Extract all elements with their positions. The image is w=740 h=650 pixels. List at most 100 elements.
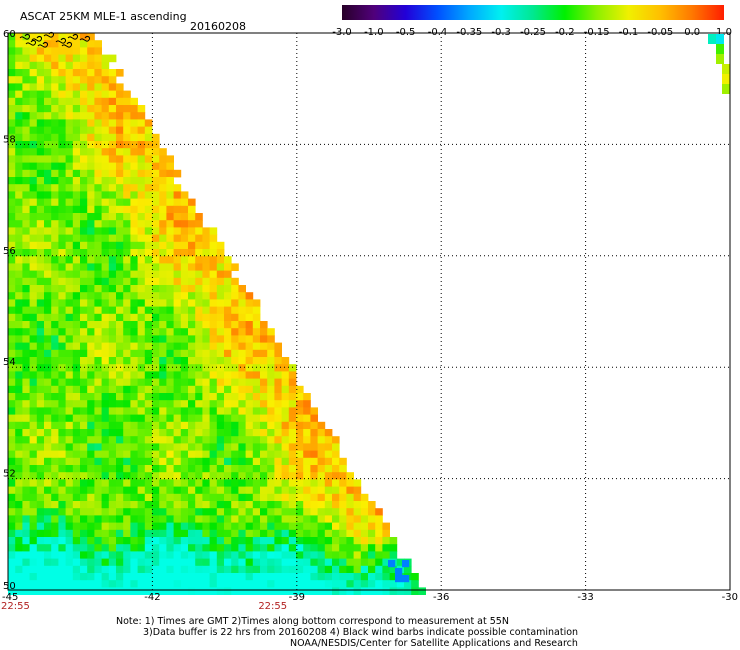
swath-cell xyxy=(58,256,66,264)
swath-cell xyxy=(130,421,138,430)
swath-cell xyxy=(8,227,16,235)
swath-cell xyxy=(15,155,23,163)
swath-cell xyxy=(72,493,81,502)
swath-cell xyxy=(58,357,66,365)
swath-cell xyxy=(310,414,318,423)
swath-cell xyxy=(123,472,131,480)
swath-cell xyxy=(22,321,30,329)
swath-cell xyxy=(231,551,239,559)
swath-cell xyxy=(44,393,52,401)
swath-cell xyxy=(245,486,254,495)
swath-cell xyxy=(360,537,369,545)
swath-cell xyxy=(173,587,182,595)
swath-cell xyxy=(209,241,218,250)
swath-cell xyxy=(324,472,333,480)
swath-cell xyxy=(238,515,246,523)
swath-cell xyxy=(231,486,239,495)
swath-cell xyxy=(231,313,239,322)
swath-cell xyxy=(137,378,146,387)
swath-cell xyxy=(72,573,81,581)
swath-cell xyxy=(44,443,52,451)
swath-cell xyxy=(15,119,23,127)
swath-cell xyxy=(44,112,52,120)
swath-cell xyxy=(108,83,117,91)
swath-cell xyxy=(288,457,297,466)
swath-cell xyxy=(224,429,232,437)
swath-cell xyxy=(209,443,218,451)
swath-cell xyxy=(288,537,297,545)
swath-cell xyxy=(29,69,38,77)
swath-cell xyxy=(123,256,131,264)
swath-cell xyxy=(238,558,246,567)
swath-cell xyxy=(8,349,16,358)
swath-cell xyxy=(173,169,182,178)
swath-cell xyxy=(288,443,297,451)
swath-cell xyxy=(317,436,326,444)
swath-cell xyxy=(101,313,110,322)
swath-cell xyxy=(209,256,218,264)
swath-cell xyxy=(22,407,30,415)
swath-cell xyxy=(152,537,160,545)
swath-cell xyxy=(144,479,153,487)
swath-cell xyxy=(245,349,254,358)
swath-cell xyxy=(310,486,318,495)
swath-cell xyxy=(87,76,95,84)
swath-cell xyxy=(252,465,261,473)
swath-cell xyxy=(360,493,369,502)
swath-cell xyxy=(188,313,196,322)
swath-cell xyxy=(267,450,275,459)
swath-cell xyxy=(303,472,311,480)
swath-cell xyxy=(180,493,189,502)
swath-cell xyxy=(36,544,45,552)
swath-cell xyxy=(51,213,59,221)
swath-cell xyxy=(360,587,369,595)
swath-cell xyxy=(260,335,268,343)
swath-cell xyxy=(123,450,131,459)
swath-cell xyxy=(166,529,174,538)
swath-cell xyxy=(65,357,74,365)
swath-cell xyxy=(29,133,38,142)
swath-cell xyxy=(224,407,232,415)
swath-cell xyxy=(296,450,304,459)
swath-cell xyxy=(310,465,318,473)
swath-cell xyxy=(252,414,261,423)
swath-cell xyxy=(108,508,117,516)
swath-cell xyxy=(22,177,30,185)
swath-cell xyxy=(44,54,52,63)
swath-cell xyxy=(216,486,225,495)
swath-cell xyxy=(238,429,246,437)
swath-cell xyxy=(22,169,30,178)
swath-cell xyxy=(94,249,102,257)
swath-cell xyxy=(195,522,203,531)
swath-cell xyxy=(22,155,30,163)
swath-cell xyxy=(65,342,74,351)
swath-cell xyxy=(267,342,275,351)
swath-cell xyxy=(173,205,182,214)
swath-cell xyxy=(159,313,167,322)
swath-cell xyxy=(152,501,160,509)
swath-cell xyxy=(58,342,66,351)
swath-cell xyxy=(195,436,203,444)
swath-cell xyxy=(238,371,246,379)
swath-cell xyxy=(65,177,74,185)
swath-cell xyxy=(159,342,167,351)
swath-cell xyxy=(116,436,124,444)
swath-cell xyxy=(94,299,102,307)
swath-cell xyxy=(209,313,218,322)
swath-cell xyxy=(80,119,88,127)
swath-cell xyxy=(101,551,110,559)
swath-cell xyxy=(80,69,88,77)
swath-cell xyxy=(144,357,153,365)
swath-cell xyxy=(317,529,326,538)
swath-cell xyxy=(317,565,326,574)
swath-cell xyxy=(231,306,239,315)
swath-cell xyxy=(238,357,246,365)
swath-cell xyxy=(368,522,376,531)
swath-cell xyxy=(152,213,160,221)
swath-cell xyxy=(238,414,246,423)
map-title: ASCAT 25KM MLE-1 ascending xyxy=(20,10,187,23)
swath-cell xyxy=(303,407,311,415)
swath-cell xyxy=(202,263,210,271)
swath-cell xyxy=(22,580,30,588)
swath-cell xyxy=(252,486,261,495)
